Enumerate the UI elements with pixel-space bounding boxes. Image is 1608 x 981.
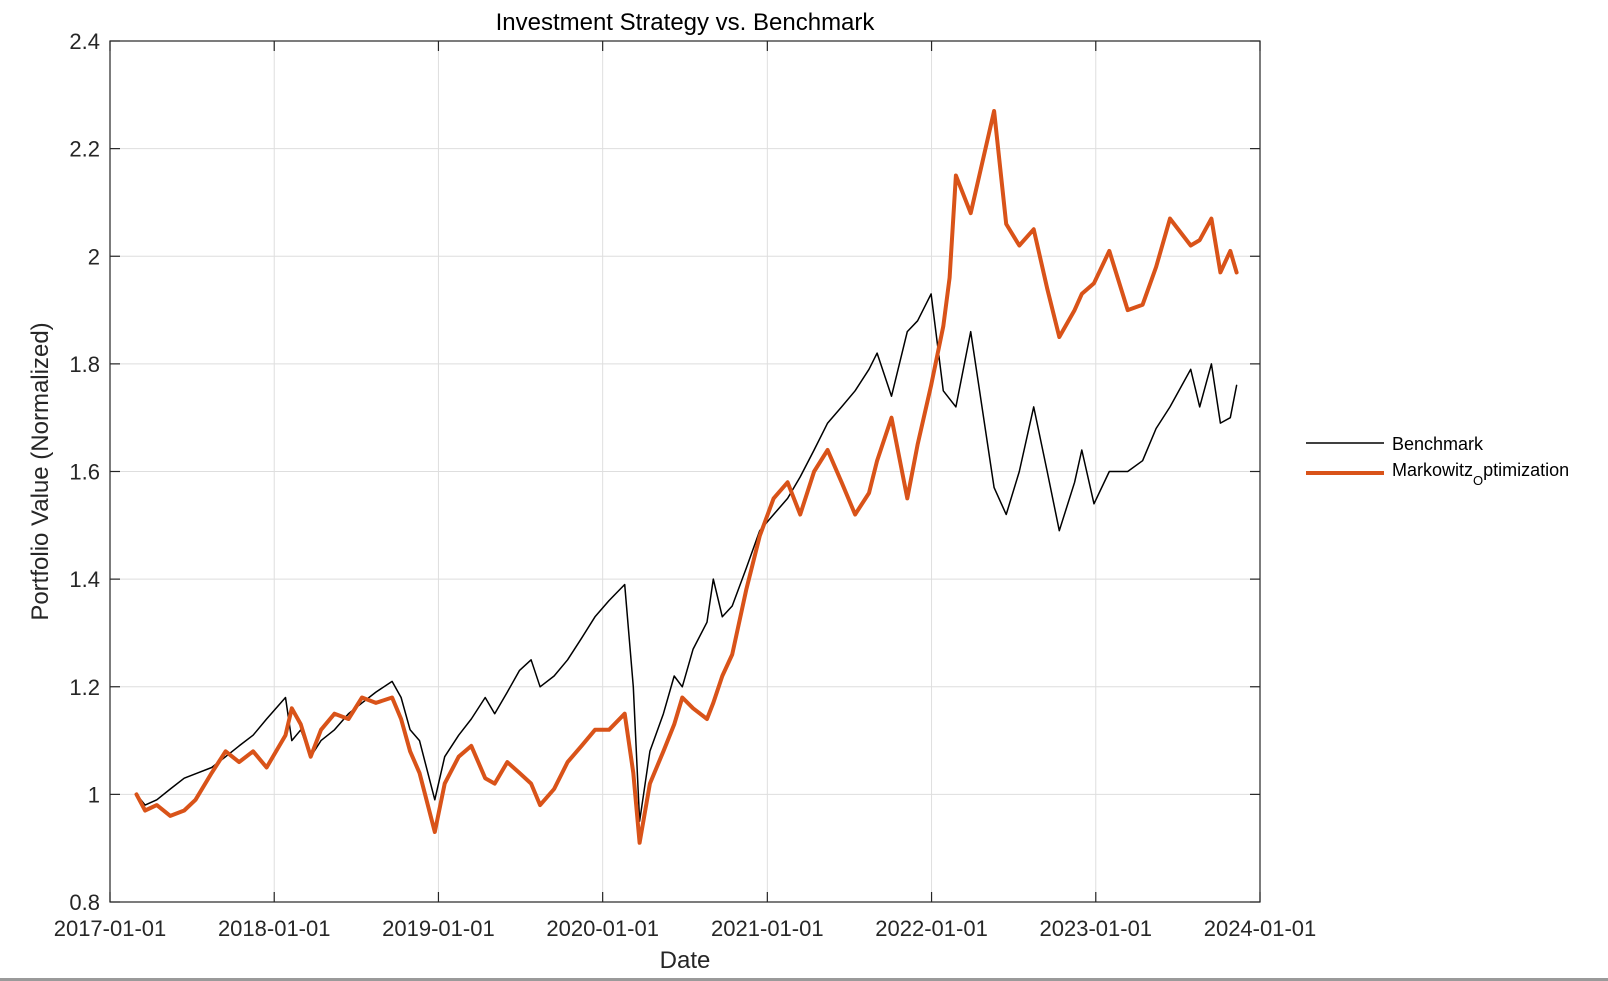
y-tick-label: 0.8 [69,890,100,915]
series-lines [134,109,1239,845]
y-tick-label: 2.4 [69,29,100,54]
grid [109,40,1261,903]
axis-ticks: 2017-01-01 2018-01-01 2019-01-01 2020-01-01… [54,29,1317,941]
y-axis-title: Portfolio Value (Normalized) [27,322,54,620]
x-tick-label: 2022-01-01 [875,916,988,941]
y-tick-label: 2.2 [69,137,100,162]
y-tick-label: 1 [88,782,100,807]
chart-title: Investment Strategy vs. Benchmark [496,9,876,36]
x-tick-label: 2019-01-01 [382,916,495,941]
x-tick-label: 2017-01-01 [54,916,167,941]
y-tick-label: 1.6 [69,460,100,485]
y-tick-label: 1.4 [69,567,100,592]
legend-label-markowitz: MarkowitzOptimization [1392,460,1569,488]
x-tick-label: 2018-01-01 [218,916,331,941]
x-tick-label: 2021-01-01 [711,916,824,941]
legend-label-benchmark: Benchmark [1392,434,1484,454]
legend-label-markowitz-rest: ptimization [1483,460,1569,480]
legend-label-markowitz-sub: O [1473,473,1483,488]
x-tick-label: 2023-01-01 [1040,916,1153,941]
series-line-benchmark [135,293,1238,823]
x-axis-title: Date [660,947,711,974]
y-tick-label: 1.2 [69,675,100,700]
series-line-markowitz [134,109,1239,845]
x-tick-label: 2024-01-01 [1204,916,1317,941]
x-tick-label: 2020-01-01 [546,916,659,941]
y-tick-label: 1.8 [69,352,100,377]
bottom-border [0,978,1608,981]
y-tick-label: 2 [88,244,100,269]
legend-label-markowitz-main: Markowitz [1392,460,1473,480]
legend: Benchmark MarkowitzOptimization [1306,434,1569,488]
